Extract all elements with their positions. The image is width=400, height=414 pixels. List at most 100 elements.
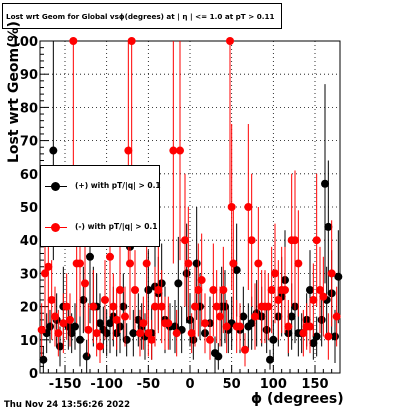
data-point-minus bbox=[284, 322, 293, 331]
y-tick-label: 30 bbox=[20, 267, 38, 282]
data-point-plus bbox=[269, 335, 278, 344]
data-point-minus bbox=[124, 146, 133, 155]
data-point-minus bbox=[222, 322, 231, 331]
data-point-minus bbox=[267, 286, 276, 294]
legend-label-plus: (+) with pT/|q| > 0.1 bbox=[75, 181, 161, 190]
data-point-minus bbox=[51, 312, 59, 321]
data-point-minus bbox=[291, 236, 299, 245]
data-point-minus bbox=[96, 342, 104, 351]
data-point-minus bbox=[147, 335, 156, 344]
data-point-plus bbox=[129, 329, 138, 338]
y-tick-label: 90 bbox=[20, 68, 38, 83]
timestamp-footer: Thu Nov 24 13:56:26 2022 bbox=[4, 400, 131, 410]
data-point-minus bbox=[66, 315, 74, 324]
data-point-minus bbox=[226, 37, 234, 45]
data-point-minus bbox=[44, 262, 53, 271]
data-point-minus bbox=[197, 276, 206, 285]
data-point-minus bbox=[264, 302, 273, 311]
x-axis-label: ϕ (degrees) bbox=[251, 391, 344, 407]
data-point-minus bbox=[251, 312, 259, 321]
data-point-minus bbox=[109, 302, 118, 311]
data-point-plus bbox=[214, 352, 223, 361]
data-point-minus bbox=[309, 295, 318, 304]
data-point-plus bbox=[239, 312, 248, 321]
data-point-minus bbox=[81, 279, 89, 288]
data-point-plus bbox=[96, 319, 104, 328]
data-point-plus bbox=[106, 319, 114, 328]
data-point-plus bbox=[232, 266, 241, 275]
data-point-minus bbox=[244, 203, 253, 211]
data-point-minus bbox=[299, 329, 308, 338]
data-point-plus bbox=[49, 146, 58, 155]
data-point-plus bbox=[309, 339, 318, 348]
data-point-minus bbox=[281, 286, 289, 294]
data-point-minus bbox=[201, 319, 209, 328]
data-point-minus bbox=[112, 315, 121, 324]
data-point-plus bbox=[186, 315, 194, 324]
data-point-minus bbox=[236, 322, 244, 331]
data-point-minus bbox=[76, 259, 84, 268]
data-point-minus bbox=[316, 286, 324, 294]
y-tick-label: 20 bbox=[20, 301, 38, 316]
data-point-minus bbox=[216, 312, 224, 321]
data-point-plus bbox=[76, 335, 84, 344]
data-point-minus bbox=[327, 269, 336, 278]
data-point-minus bbox=[212, 302, 221, 311]
legend-item-minus: (-) with pT/|q| > 0.1 bbox=[41, 222, 159, 234]
y-tick-label: 80 bbox=[20, 101, 38, 116]
data-point-minus bbox=[227, 203, 236, 211]
x-tick-label: -50 bbox=[137, 377, 161, 392]
y-axis-label: Lost wrt Geom(%) bbox=[6, 21, 22, 163]
data-point-minus bbox=[194, 286, 203, 294]
x-tick-label: -100 bbox=[90, 377, 123, 392]
data-point-plus bbox=[312, 332, 321, 341]
data-point-plus bbox=[324, 222, 333, 231]
y-tick-label: 100 bbox=[11, 35, 38, 50]
y-tick-label: 0 bbox=[29, 367, 38, 382]
y-tick-label: 10 bbox=[20, 334, 38, 349]
data-point-minus bbox=[136, 329, 144, 338]
data-point-plus bbox=[122, 335, 131, 344]
data-point-plus bbox=[221, 302, 229, 311]
y-tick-label: 60 bbox=[20, 168, 38, 183]
data-point-minus bbox=[247, 236, 256, 245]
legend-label-minus: (-) with pT/|q| > 0.1 bbox=[75, 222, 158, 231]
legend-item-plus: (+) with pT/|q| > 0.1 bbox=[41, 181, 161, 193]
data-point-plus bbox=[317, 315, 326, 324]
data-point-plus bbox=[119, 302, 128, 311]
data-point-plus bbox=[102, 329, 111, 338]
data-point-plus bbox=[334, 272, 343, 281]
x-tick-label: 0 bbox=[185, 377, 194, 392]
data-point-minus bbox=[176, 146, 184, 155]
data-point-minus bbox=[306, 322, 314, 331]
data-point-minus bbox=[157, 302, 166, 311]
legend-marker-plus bbox=[51, 182, 60, 191]
x-tick-label: 150 bbox=[301, 377, 328, 392]
data-point-minus bbox=[332, 312, 341, 321]
data-point-minus bbox=[206, 335, 214, 344]
data-point-minus bbox=[229, 259, 238, 268]
data-point-minus bbox=[126, 259, 134, 268]
data-point-plus bbox=[266, 355, 274, 364]
data-point-minus bbox=[154, 286, 163, 294]
data-point-minus bbox=[89, 302, 98, 311]
data-point-minus bbox=[121, 312, 129, 321]
data-point-minus bbox=[319, 292, 328, 301]
data-point-minus bbox=[92, 329, 101, 338]
data-point-minus bbox=[142, 259, 151, 268]
y-tick-label: 40 bbox=[20, 234, 38, 249]
data-point-plus bbox=[46, 322, 54, 331]
data-point-minus bbox=[254, 259, 263, 268]
data-point-minus bbox=[41, 269, 49, 278]
x-tick-label: 50 bbox=[223, 377, 241, 392]
data-point-plus bbox=[174, 279, 183, 288]
data-point-minus bbox=[101, 295, 109, 304]
data-point-plus bbox=[262, 325, 271, 334]
data-point-plus bbox=[182, 269, 191, 278]
data-point-minus bbox=[324, 332, 333, 341]
y-tick-label: 50 bbox=[20, 201, 38, 216]
data-point-minus bbox=[191, 302, 199, 311]
data-point-plus bbox=[82, 352, 91, 361]
data-point-minus bbox=[69, 37, 78, 45]
data-point-plus bbox=[86, 252, 94, 261]
